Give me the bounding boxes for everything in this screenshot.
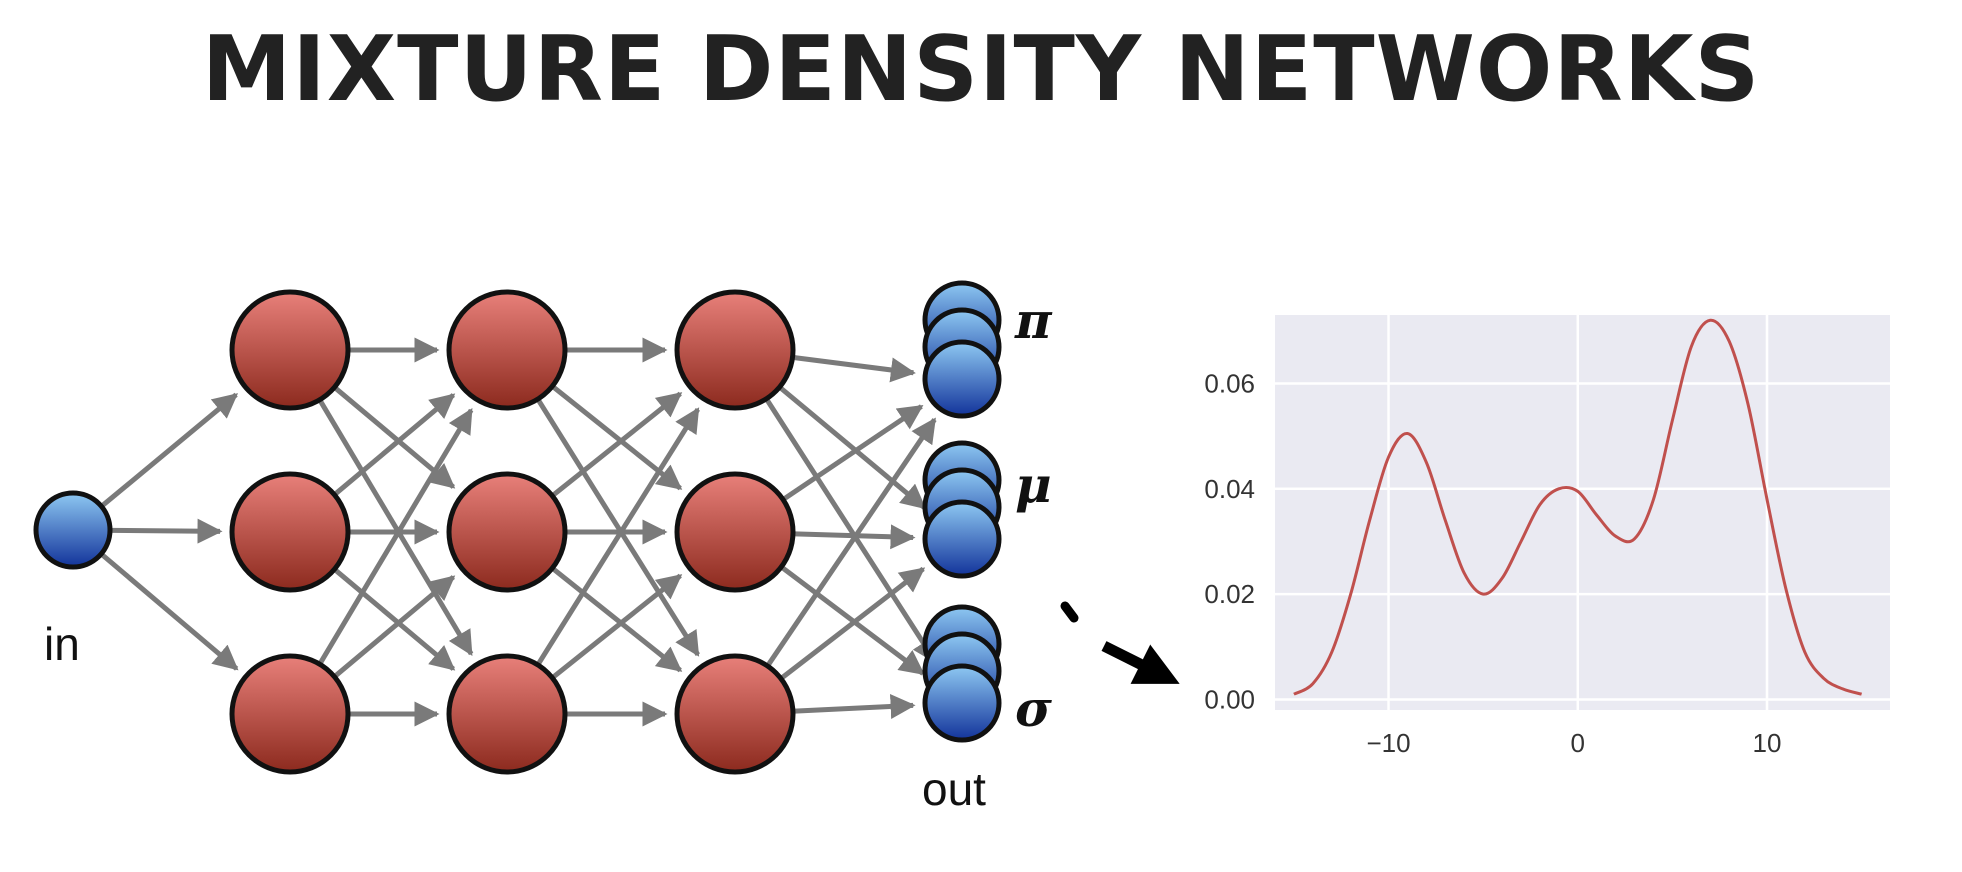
edge-arrow (536, 407, 700, 665)
hidden-node (674, 289, 796, 411)
hidden-node (229, 471, 351, 593)
edge-arrow (101, 553, 239, 671)
x-tick-label: −10 (1366, 728, 1410, 758)
density-plot: 0.00 0.02 0.04 0.06 −10 0 10 (1204, 315, 1890, 758)
hidden-node (446, 471, 568, 593)
edge-arrow (552, 567, 683, 673)
page-title: MIXTURE DENSITY NETWORKS (201, 17, 1761, 122)
hidden-node (446, 289, 568, 411)
hidden-node (229, 289, 351, 411)
input-node (33, 490, 113, 570)
edge-arrow (794, 355, 916, 383)
y-tick-label: 0.06 (1204, 368, 1255, 398)
edge-arrow (318, 407, 474, 664)
edge-arrow (552, 573, 683, 679)
output-node-mu (922, 499, 1002, 579)
network-nodes (33, 280, 1002, 775)
edge-arrow (334, 575, 456, 678)
plot-background (1275, 315, 1890, 710)
hidden-node (446, 653, 568, 775)
mu-label: μ (1015, 455, 1052, 514)
edge-arrow (765, 399, 938, 664)
edge-arrow (334, 568, 456, 671)
edge-arrow (552, 391, 683, 497)
pi-label: π (1014, 291, 1053, 350)
edge-arrow (536, 399, 700, 657)
edge-arrow (552, 385, 683, 491)
edge-arrow (794, 693, 916, 719)
hidden-node (229, 653, 351, 775)
edge-arrow (766, 417, 937, 666)
sigma-label: σ (1015, 679, 1052, 738)
network-edges (101, 337, 938, 727)
input-label: in (44, 618, 80, 670)
y-tick-label: 0.04 (1204, 474, 1255, 504)
y-tick-label: 0.02 (1204, 579, 1255, 609)
density-curve (1293, 318, 1863, 696)
output-node-sigma (922, 663, 1002, 743)
hidden-node (674, 471, 796, 593)
edge-arrow (318, 400, 474, 657)
output-label: out (922, 763, 986, 815)
edge-arrow (783, 404, 924, 501)
x-tick-label: 0 (1571, 728, 1585, 758)
hidden-node (674, 653, 796, 775)
output-node-pi (922, 339, 1002, 419)
edge-arrow (111, 518, 223, 544)
edge-arrow (779, 386, 927, 510)
mapping-arrow (1060, 601, 1180, 684)
edge-arrow (101, 392, 239, 508)
y-tick-label: 0.00 (1204, 684, 1255, 714)
x-tick-label: 10 (1753, 728, 1782, 758)
edge-arrow (334, 393, 456, 496)
edge-arrow (780, 566, 926, 680)
